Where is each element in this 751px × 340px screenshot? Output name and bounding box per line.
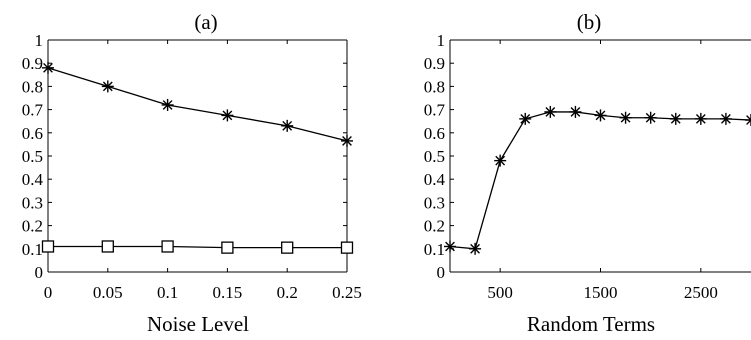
panel-a-y-tick-label: 0.5 [22, 147, 43, 166]
panel-b-y-tick-label: 0.1 [424, 240, 445, 259]
panel-b-series-1-point [719, 112, 732, 125]
panel-b-y-tick-label: 0.3 [424, 193, 445, 212]
panel-a-x-axis-label: Noise Level [147, 312, 249, 336]
panel-a-y-tick-label: 0.1 [22, 240, 43, 259]
panel-a-y-tick-label: 0.7 [22, 101, 44, 120]
panel-b-y-tick-label: 0.7 [424, 101, 446, 120]
panel-a-series-2-point [41, 240, 55, 253]
panel-b-series-1-point [619, 111, 632, 124]
panel-a-series-1-line [47, 67, 348, 142]
panel-b-y-tick-label: 0.2 [424, 217, 445, 236]
panel-a-x-tick-label: 0.2 [277, 283, 298, 302]
panel-b: (b) Random Terms 0 0.1 0.2 0.3 0.4 0.5 0.6 0.7 0… [424, 10, 751, 336]
panel-a-series-1-point [42, 61, 54, 74]
panel-a-series-1 [42, 61, 353, 147]
panel-a-series-2-point [101, 240, 114, 253]
panel-b-series-1-point [644, 111, 657, 124]
panel-a-y-tick-label: 1 [35, 31, 44, 50]
panel-a-x-tick-label: 0.05 [93, 283, 123, 302]
panel-a-y-tick-label: 0.4 [22, 170, 44, 189]
panel-b-series-1-point [669, 112, 682, 125]
panel-b-series-1-point [494, 154, 507, 167]
panel-a-y-tick-label: 0.2 [22, 217, 43, 236]
panel-b-series-1-point [469, 242, 482, 255]
panel-a-title: (a) [194, 10, 217, 34]
panel-a-series-1-point [341, 134, 353, 147]
panel-a-x-tick-label: 0.15 [213, 283, 243, 302]
panel-b-series-1-point [594, 109, 607, 122]
panel-a-x-tick-label: 0 [44, 283, 53, 302]
panel-b-y-tick-label: 0.4 [424, 170, 446, 189]
panel-b-series-1 [444, 105, 751, 255]
panel-b-y-tick-label: 0 [437, 263, 446, 282]
panel-b-series-1-line [449, 111, 751, 250]
panel-a-series-1-point [161, 98, 174, 111]
panel-b-series-1-point [745, 114, 751, 127]
panel-a-series-2-line [48, 245, 347, 249]
panel-b-series-1-point [694, 112, 707, 125]
panel-b-series-1-point [519, 112, 532, 125]
panel-a-y-tick-label: 0.3 [22, 193, 43, 212]
panel-a-series-1-point [221, 109, 234, 122]
panel-a-axes: 0 0.1 0.2 0.3 0.4 0.5 0.6 0.7 0.8 0.9 1 0 0.05 0.1 0.1… [22, 31, 362, 302]
panel-b-x-tick-label: 2500 [684, 283, 718, 302]
panel-b-y-tick-label: 0.6 [424, 124, 445, 143]
panel-b-series-1-point [544, 105, 557, 118]
panel-a-series-2-point [281, 241, 294, 254]
panel-b-title: (b) [577, 10, 602, 34]
panel-a-series-2-point [221, 241, 234, 254]
panel-a-y-tick-label: 0.8 [22, 77, 43, 96]
panel-a-series-2-point [340, 241, 354, 254]
panel-a-x-tick-label: 0.1 [157, 283, 178, 302]
panel-a-y-tick-label: 0.9 [22, 54, 43, 73]
panel-b-series-1-point [569, 105, 582, 118]
panel-a: (a) Noise Level 0 0.1 0.2 0.3 0.4 0.5 0.6 0.7 0.… [22, 10, 362, 336]
panel-a-y-tick-label: 0.6 [22, 124, 43, 143]
panel-b-y-tick-label: 1 [437, 31, 446, 50]
panel-b-x-tick-label: 1500 [584, 283, 618, 302]
panel-b-y-tick-label: 0.9 [424, 54, 445, 73]
panel-b-x-axis-label: Random Terms [527, 312, 655, 336]
panel-a-series-2-point [161, 240, 174, 253]
panel-a-series-2 [41, 240, 354, 254]
panel-b-x-tick-label: 500 [487, 283, 513, 302]
panel-b-y-tick-label: 0.8 [424, 77, 445, 96]
panel-a-series-1-point [101, 80, 114, 93]
panel-a-y-tick-label: 0 [35, 263, 44, 282]
panel-a-series-1-point [281, 119, 294, 132]
panel-b-y-tick-label: 0.5 [424, 147, 445, 166]
panel-b-series-1-point [444, 240, 456, 253]
panel-a-x-tick-label: 0.25 [332, 283, 362, 302]
